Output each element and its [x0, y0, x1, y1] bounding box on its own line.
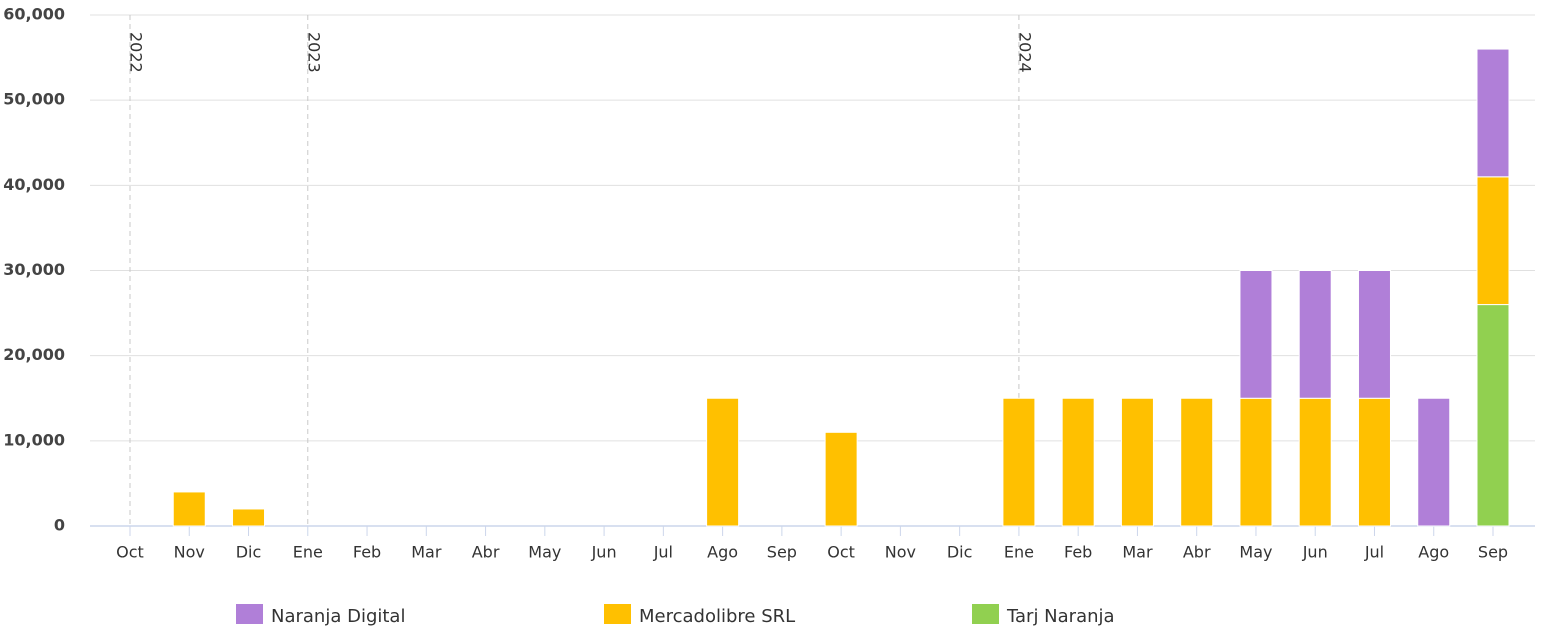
bar-segment	[1417, 397, 1451, 527]
bar-segment	[1357, 397, 1391, 527]
bar-segment	[1239, 397, 1273, 527]
x-tick-label: Sep	[767, 543, 797, 562]
y-tick-label: 30,000	[3, 260, 65, 279]
x-tick-label: Nov	[885, 543, 916, 562]
x-tick-label: Dic	[236, 543, 262, 562]
x-tick-label: Jul	[653, 543, 673, 562]
bar-segment	[1476, 304, 1510, 527]
x-tick-label: Ene	[1004, 543, 1034, 562]
x-tick-label: Jun	[1302, 543, 1328, 562]
x-tick-label: May	[528, 543, 561, 562]
x-tick-label: Dic	[947, 543, 973, 562]
y-tick-label: 40,000	[3, 175, 65, 194]
bar-segment	[172, 491, 206, 527]
y-tick-label: 20,000	[3, 345, 65, 364]
y-tick-label: 0	[54, 516, 65, 535]
x-tick-label: Abr	[1183, 543, 1211, 562]
x-tick-label: Oct	[116, 543, 144, 562]
x-tick-label: Mar	[411, 543, 442, 562]
x-tick-label: Jun	[591, 543, 617, 562]
bar-segment	[232, 508, 266, 527]
bar-segment	[824, 431, 858, 527]
bar-segment	[1476, 176, 1510, 306]
legend-label: Naranja Digital	[271, 606, 405, 627]
x-tick-label: Ago	[1418, 543, 1449, 562]
x-tick-label: Nov	[174, 543, 205, 562]
y-tick-label: 60,000	[3, 5, 65, 24]
x-tick-label: Ene	[293, 543, 323, 562]
x-tick-label: Ago	[707, 543, 738, 562]
bar-segment	[706, 397, 740, 527]
legend-swatch	[236, 604, 263, 624]
bar-segment	[1357, 270, 1391, 399]
y-tick-label: 10,000	[3, 430, 65, 449]
y-tick-label: 50,000	[3, 90, 65, 109]
x-tick-label: Oct	[827, 543, 855, 562]
x-tick-label: Feb	[353, 543, 381, 562]
legend-swatch	[972, 604, 999, 624]
x-tick-label: Feb	[1064, 543, 1092, 562]
bar-segment	[1002, 397, 1036, 527]
bar-segment	[1476, 48, 1510, 178]
x-tick-label: May	[1239, 543, 1272, 562]
bar-segment	[1298, 270, 1332, 399]
x-tick-label: Sep	[1478, 543, 1508, 562]
x-tick-label: Mar	[1122, 543, 1153, 562]
bar-segment	[1180, 397, 1214, 527]
year-label: 2024	[1015, 32, 1034, 73]
legend-label: Mercadolibre SRL	[639, 606, 795, 627]
year-label: 2023	[304, 32, 323, 73]
legend-label: Tarj Naranja	[1006, 606, 1115, 627]
bar-segment	[1298, 397, 1332, 527]
x-tick-label: Jul	[1364, 543, 1384, 562]
x-tick-label: Abr	[472, 543, 500, 562]
year-label: 2022	[127, 32, 146, 73]
bar-segment	[1061, 397, 1095, 527]
bar-segment	[1120, 397, 1154, 527]
legend-swatch	[604, 604, 631, 624]
bar-segment	[1239, 270, 1273, 399]
